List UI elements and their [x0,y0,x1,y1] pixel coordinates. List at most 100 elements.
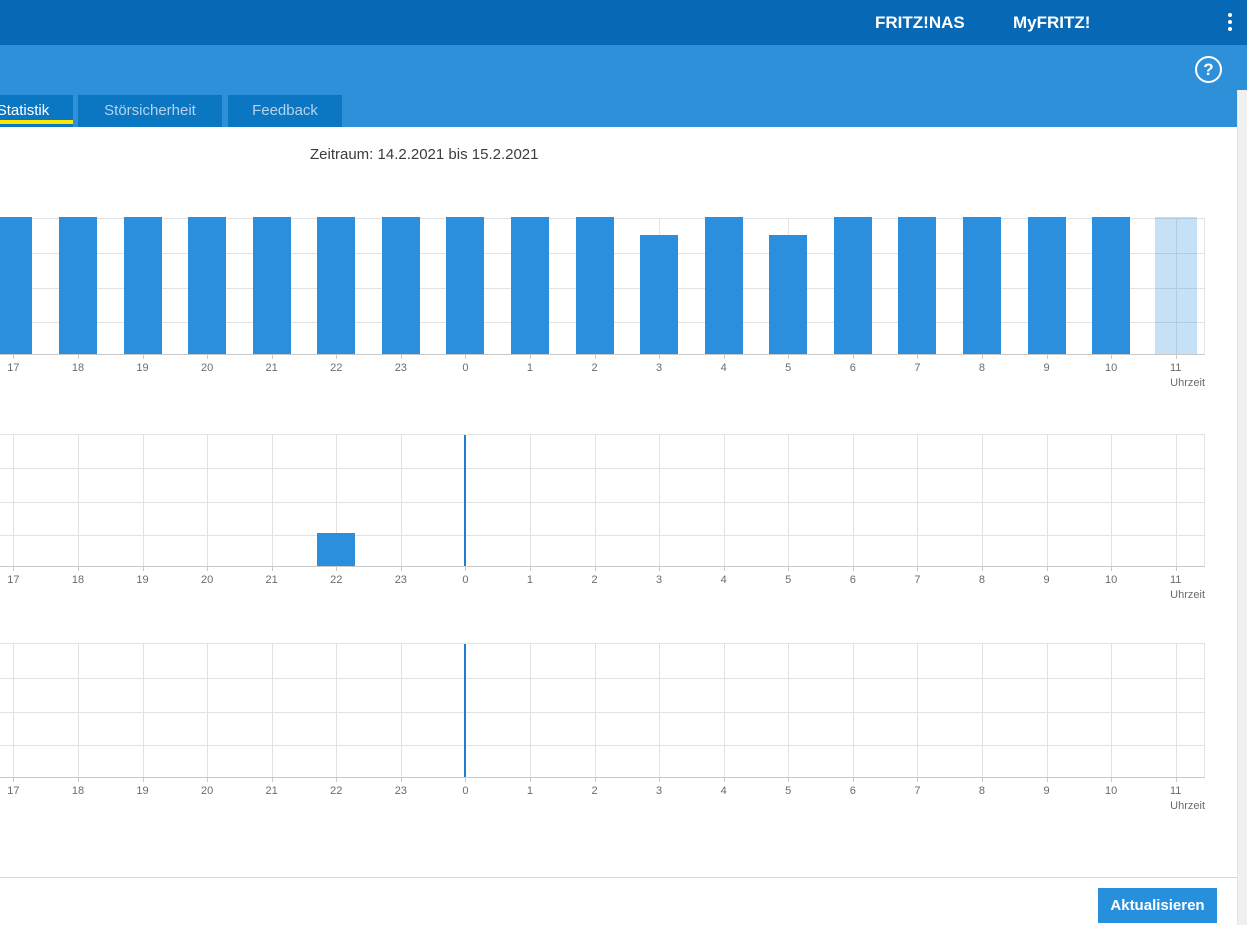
gridline [13,644,15,777]
help-icon[interactable]: ? [1195,56,1222,83]
gridline [594,435,596,566]
hourly-chart-2-x-axis: 17 18 19 20 21 22 23 0 1 2 3 4 5 6 7 8 9 10 11 [0,574,1205,588]
axis-tick [1046,778,1048,782]
axis-tick [529,567,531,571]
x-axis-label: 23 [394,574,407,586]
tab-stoersicherheit[interactable]: Störsicherheit [78,95,222,127]
gridline [529,644,531,777]
x-axis-label: 21 [265,574,278,586]
axis-tick [1175,778,1177,782]
axis-tick [207,567,209,571]
gridline [917,435,919,566]
axis-tick [659,355,661,359]
gridline [336,644,338,777]
x-axis-label: 18 [71,785,85,797]
x-axis-label: 17 [7,574,20,586]
x-axis-label: 18 [71,574,85,586]
gridline [1046,435,1048,566]
bar-hour-22 [317,217,356,354]
x-axis-label: 23 [394,362,407,374]
x-axis-label: 5 [785,574,792,586]
bar-hour-7 [898,217,937,354]
bar-hour-6 [833,217,872,354]
kebab-menu-icon[interactable] [1226,13,1234,33]
gridline [1111,644,1113,777]
hourly-chart-1-plot [0,217,1205,359]
axis-tick [788,355,790,359]
refresh-button[interactable]: Aktualisieren [1098,888,1217,923]
axis-tick [13,355,15,359]
gridline [788,435,790,566]
x-axis-label: 7 [914,362,921,374]
x-axis-label: 10 [1104,362,1118,374]
gridline [723,435,725,566]
axis-tick [723,778,725,782]
gridline [0,535,1204,536]
x-axis-label: 18 [71,362,85,374]
bar-hour-17 [0,217,33,354]
gridline [981,644,983,777]
gridline [142,435,144,566]
x-axis-label: 11 [1169,574,1182,586]
axis-tick [142,778,144,782]
fritznas-link[interactable]: FRITZ!NAS [875,13,965,32]
axis-tick [1046,355,1048,359]
hourly-chart-1-x-axis: 17 18 19 20 21 22 23 0 1 2 3 4 5 6 7 8 9 10 11 [0,362,1205,376]
x-axis-label: 2 [591,362,598,374]
x-axis-label: 2 [591,785,598,797]
gridline [594,644,596,777]
x-axis-label: 10 [1104,785,1118,797]
axis-tick [981,567,983,571]
x-axis-label: 21 [265,362,278,374]
x-axis-label: 9 [1043,362,1050,374]
axis-tick [207,778,209,782]
x-axis-label: 9 [1043,574,1050,586]
x-axis-label: 6 [849,574,856,586]
x-axis-label: 1 [526,785,534,797]
x-axis-label: 5 [785,362,792,374]
x-axis-label: 0 [462,362,469,374]
gridline [1175,435,1177,566]
gridline [659,644,661,777]
bar-hour-0 [446,217,485,354]
hourly-chart-3-plot [0,643,1205,782]
axis-tick [400,778,402,782]
period-label: Zeitraum: 14.2.2021 bis 15.2.2021 [310,146,539,163]
axis-tick [594,355,596,359]
axis-tick [529,355,531,359]
axis-tick [271,778,273,782]
gridline [271,644,273,777]
gridline [659,435,661,566]
axis-tick [659,567,661,571]
gridline [271,435,273,566]
x-axis-label: 7 [914,785,921,797]
myfritz-link[interactable]: MyFRITZ! [1013,13,1091,32]
tab-feedback[interactable]: Feedback [228,95,342,127]
axis-tick [981,355,983,359]
axis-tick [1046,567,1048,571]
scrollbar-track[interactable] [1237,90,1247,925]
gridline [788,644,790,777]
x-axis-label: 1 [526,362,534,374]
x-axis-label: 20 [200,362,214,374]
axis-tick [336,567,338,571]
gridline [1111,435,1113,566]
bar-hour-11 [1154,217,1197,354]
x-axis-label: 8 [978,574,985,586]
axis-tick [852,778,854,782]
top-header-bar: FRITZ!NAS MyFRITZ! [0,0,1247,45]
x-axis-label: 20 [200,574,214,586]
axis-tick [400,355,402,359]
axis-tick [1111,355,1113,359]
axis-tick [77,778,79,782]
gridline [207,435,209,566]
x-axis-label: 4 [720,785,727,797]
tab-statistik[interactable]: Statistik [0,95,73,127]
bar-hour-1 [510,217,549,354]
x-axis-label: 6 [849,362,856,374]
hourly-chart-1-x-title: Uhrzeit [1170,377,1205,389]
gridline [852,644,854,777]
x-axis-label: 11 [1169,362,1182,374]
gridline [529,435,531,566]
